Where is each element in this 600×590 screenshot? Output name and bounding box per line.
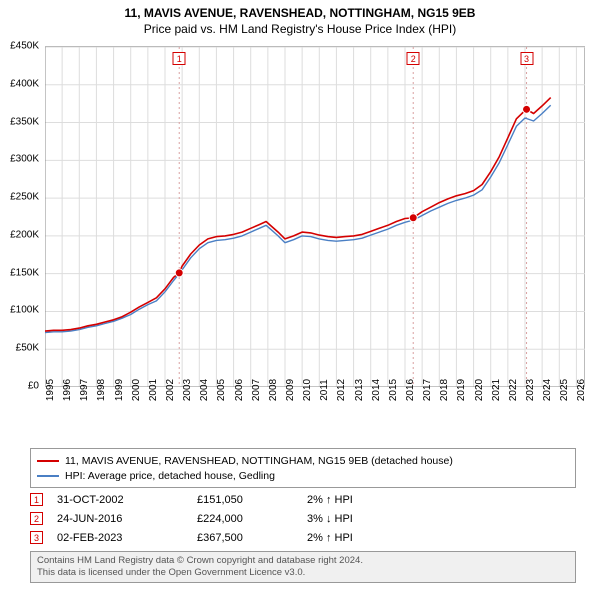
x-tick-label: 2014	[371, 379, 382, 401]
x-tick-label: 2006	[234, 379, 245, 401]
x-tick-label: 2024	[542, 379, 553, 401]
y-tick-label: £300K	[10, 154, 39, 165]
footer-line2: This data is licensed under the Open Gov…	[37, 567, 569, 579]
transaction-delta: 3% ↓ HPI	[307, 513, 427, 525]
transaction-delta: 2% ↑ HPI	[307, 494, 427, 506]
x-tick-label: 2021	[491, 379, 502, 401]
y-tick-label: £0	[28, 381, 39, 392]
x-tick-label: 2015	[388, 379, 399, 401]
x-tick-label: 2012	[336, 379, 347, 401]
x-tick-label: 2025	[559, 379, 570, 401]
transaction-badge: 1	[30, 493, 43, 506]
x-tick-label: 1997	[79, 379, 90, 401]
transactions-table: 131-OCT-2002£151,0502% ↑ HPI224-JUN-2016…	[30, 490, 576, 547]
chart-marker-badge: 1	[173, 52, 186, 65]
transaction-row: 2 24-JUN-2016£224,0003% ↓ HPI	[30, 509, 576, 528]
x-tick-label: 2018	[439, 379, 450, 401]
legend-label-property: 11, MAVIS AVENUE, RAVENSHEAD, NOTTINGHAM…	[65, 455, 453, 467]
chart-marker-badge: 2	[407, 52, 420, 65]
transaction-date: 24-JUN-2016	[57, 513, 197, 525]
x-tick-label: 2026	[576, 379, 587, 401]
x-tick-label: 1999	[114, 379, 125, 401]
transaction-date: 02-FEB-2023	[57, 532, 197, 544]
x-tick-label: 2016	[405, 379, 416, 401]
y-tick-label: £100K	[10, 305, 39, 316]
x-tick-label: 2007	[251, 379, 262, 401]
chart-subtitle: Price paid vs. HM Land Registry's House …	[0, 20, 600, 40]
x-tick-label: 2013	[354, 379, 365, 401]
x-tick-label: 2000	[131, 379, 142, 401]
transaction-badge: 2	[30, 512, 43, 525]
x-tick-label: 2011	[319, 379, 330, 401]
legend-row-hpi: HPI: Average price, detached house, Gedl…	[37, 468, 569, 483]
x-tick-label: 2022	[508, 379, 519, 401]
transaction-price: £367,500	[197, 532, 307, 544]
x-tick-label: 1996	[62, 379, 73, 401]
y-tick-label: £350K	[10, 116, 39, 127]
x-tick-label: 2023	[525, 379, 536, 401]
x-tick-label: 2009	[285, 379, 296, 401]
transaction-price: £151,050	[197, 494, 307, 506]
x-tick-label: 2001	[148, 379, 159, 401]
legend-swatch-property	[37, 460, 59, 462]
x-tick-label: 2019	[456, 379, 467, 401]
transaction-delta: 2% ↑ HPI	[307, 532, 427, 544]
x-tick-label: 1995	[45, 379, 56, 401]
x-tick-label: 2002	[165, 379, 176, 401]
y-tick-label: £200K	[10, 229, 39, 240]
legend-box: 11, MAVIS AVENUE, RAVENSHEAD, NOTTINGHAM…	[30, 448, 576, 488]
attribution-footer: Contains HM Land Registry data © Crown c…	[30, 551, 576, 583]
legend-swatch-hpi	[37, 475, 59, 477]
plot-region	[45, 46, 585, 386]
legend-row-property: 11, MAVIS AVENUE, RAVENSHEAD, NOTTINGHAM…	[37, 453, 569, 468]
chart-area: £0£50K£100K£150K£200K£250K£300K£350K£400…	[45, 46, 585, 416]
x-tick-label: 2005	[216, 379, 227, 401]
y-tick-label: £50K	[16, 343, 39, 354]
footer-line1: Contains HM Land Registry data © Crown c…	[37, 555, 569, 567]
transaction-row: 1 31-OCT-2002£151,0502% ↑ HPI	[30, 490, 576, 509]
y-tick-label: £250K	[10, 192, 39, 203]
x-tick-label: 2010	[302, 379, 313, 401]
x-tick-label: 2003	[182, 379, 193, 401]
transaction-row: 3 02-FEB-2023£367,5002% ↑ HPI	[30, 528, 576, 547]
y-tick-label: £400K	[10, 78, 39, 89]
x-tick-label: 2017	[422, 379, 433, 401]
x-tick-label: 1998	[96, 379, 107, 401]
chart-title: 11, MAVIS AVENUE, RAVENSHEAD, NOTTINGHAM…	[0, 0, 600, 20]
transaction-date: 31-OCT-2002	[57, 494, 197, 506]
transaction-price: £224,000	[197, 513, 307, 525]
legend-label-hpi: HPI: Average price, detached house, Gedl…	[65, 470, 275, 482]
chart-marker-badge: 3	[520, 52, 533, 65]
y-tick-label: £150K	[10, 267, 39, 278]
x-tick-label: 2020	[474, 379, 485, 401]
y-tick-label: £450K	[10, 41, 39, 52]
transaction-badge: 3	[30, 531, 43, 544]
plot-svg	[45, 47, 585, 387]
x-tick-label: 2004	[199, 379, 210, 401]
x-tick-label: 2008	[268, 379, 279, 401]
